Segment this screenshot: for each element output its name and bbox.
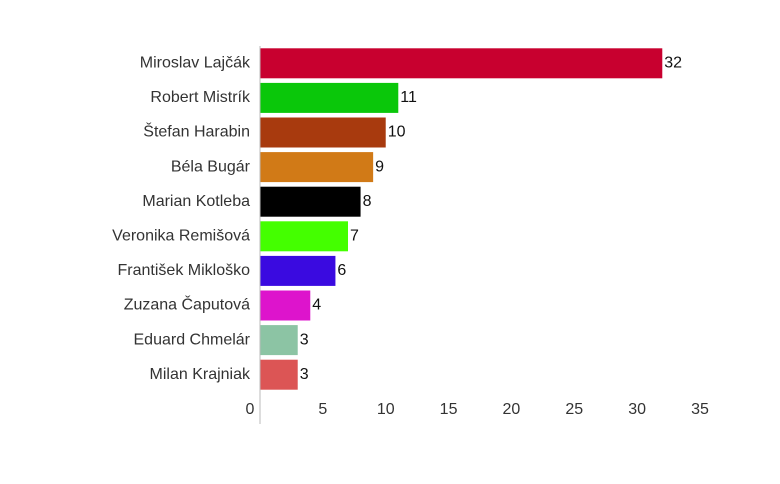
y-tick-label: Zuzana Čaputová xyxy=(124,295,250,314)
bar xyxy=(260,117,386,148)
value-label: 4 xyxy=(312,297,321,314)
value-label: 8 xyxy=(363,193,372,210)
x-tick-label: 5 xyxy=(318,401,327,418)
y-tick-label: Miroslav Lajčák xyxy=(140,55,251,72)
bar xyxy=(260,290,311,321)
y-tick-label: Veronika Remišová xyxy=(112,228,250,245)
bar xyxy=(260,82,399,113)
bar xyxy=(260,152,374,183)
x-tick-label: 25 xyxy=(565,401,583,418)
y-tick-label: Robert Mistrík xyxy=(150,89,251,106)
bar xyxy=(260,48,663,79)
x-tick-label: 30 xyxy=(628,401,646,418)
value-label: 7 xyxy=(350,228,359,245)
value-label: 6 xyxy=(337,262,346,279)
value-label: 3 xyxy=(300,331,309,348)
x-tick-label: 35 xyxy=(691,401,709,418)
y-tick-label: Béla Bugár xyxy=(171,158,251,175)
bar xyxy=(260,221,348,252)
bar xyxy=(260,325,298,356)
bar xyxy=(260,359,298,390)
y-tick-label: Štefan Harabin xyxy=(143,122,250,141)
x-tick-label: 10 xyxy=(377,401,395,418)
value-label: 11 xyxy=(400,89,417,106)
y-tick-label: Marian Kotleba xyxy=(142,193,250,210)
bar xyxy=(260,255,336,286)
x-tick-label: 0 xyxy=(246,401,255,418)
value-label: 3 xyxy=(300,366,309,383)
bar xyxy=(260,186,361,217)
y-tick-label: Milan Krajniak xyxy=(150,366,251,383)
y-tick-label: František Mikloško xyxy=(118,262,251,279)
value-label: 9 xyxy=(375,158,384,175)
x-tick-label: 20 xyxy=(503,401,521,418)
value-label: 10 xyxy=(388,124,406,141)
x-tick-label: 15 xyxy=(440,401,458,418)
value-label: 32 xyxy=(664,55,682,72)
y-tick-label: Eduard Chmelár xyxy=(134,331,251,348)
